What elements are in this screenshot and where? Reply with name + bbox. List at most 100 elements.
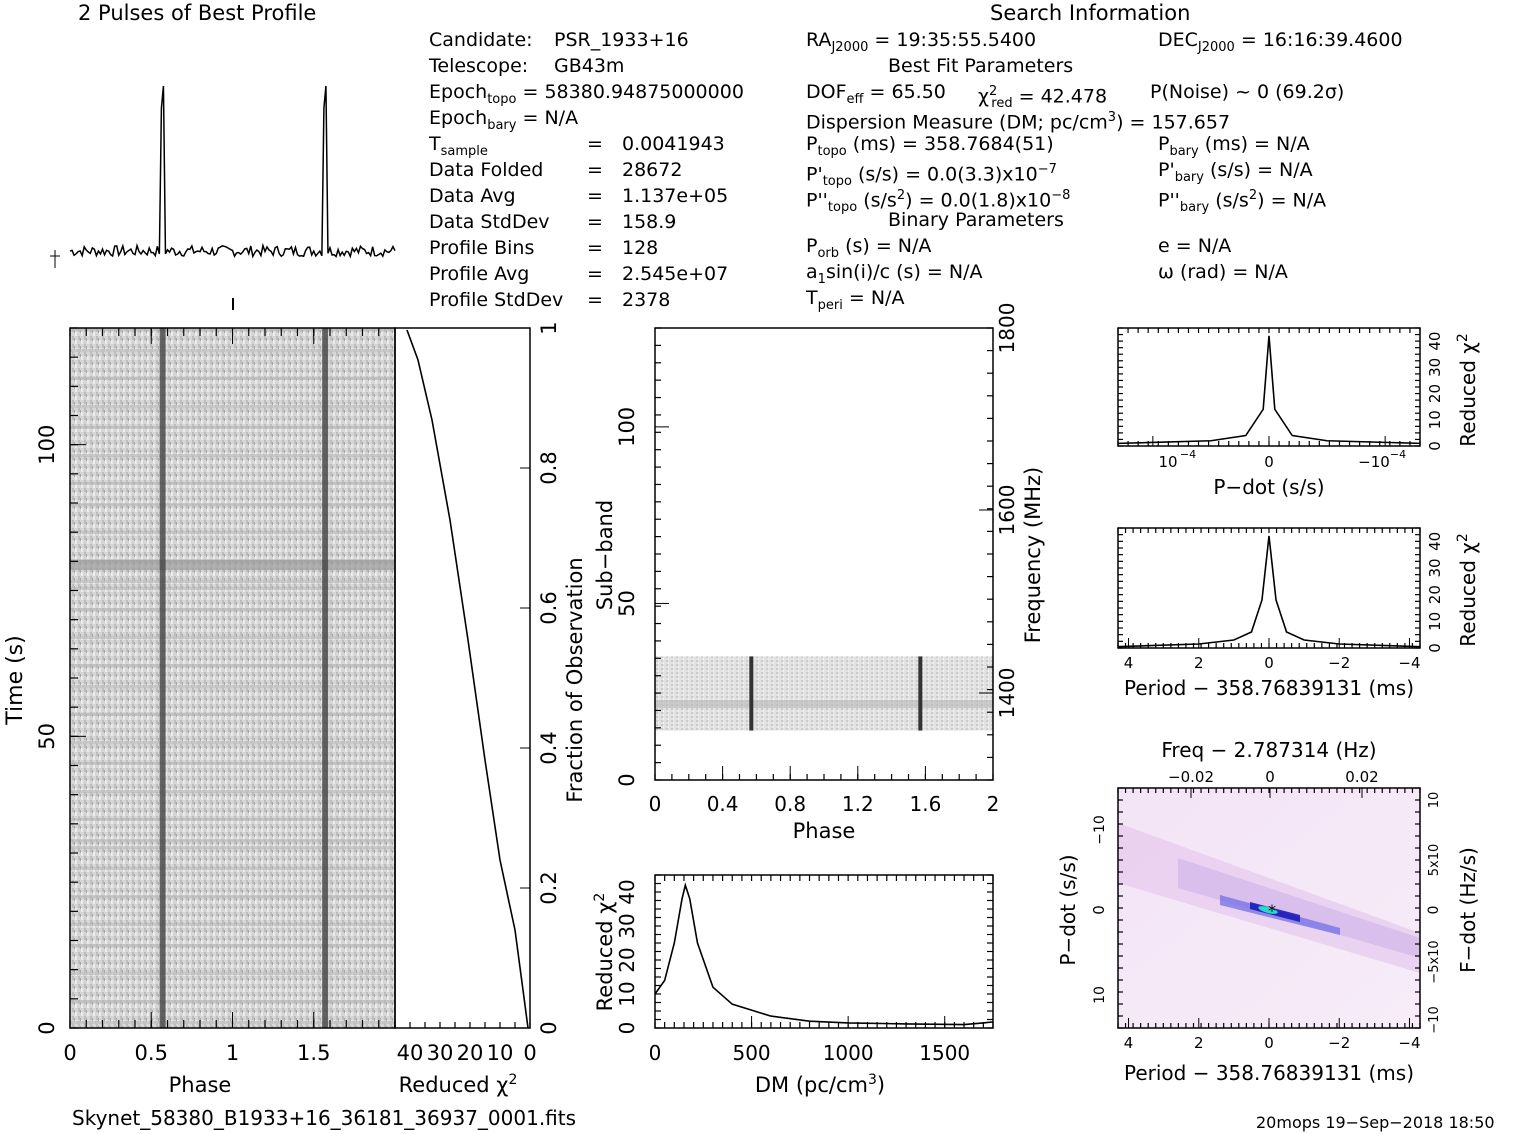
axis-label: Period − 358.76839131 (ms): [1124, 1061, 1414, 1085]
stat-value: 158.9: [622, 211, 677, 233]
candidate-label: Candidate:: [429, 29, 533, 51]
axis-label: F−dot (Hz/s): [1456, 847, 1480, 973]
tick-label: 1.2: [842, 792, 874, 816]
tick-label: 2: [1194, 654, 1204, 672]
tick-label: 0: [537, 1021, 561, 1034]
image-row: [70, 454, 395, 457]
tick-label: 1.5: [297, 1041, 330, 1065]
axis-label: Phase: [793, 819, 856, 843]
tick-label: 4: [1124, 654, 1134, 672]
image-row: [70, 349, 395, 352]
tick-label: 10: [1426, 612, 1444, 631]
image-row: [655, 700, 993, 708]
stat-label: Profile StdDev: [429, 289, 564, 311]
subband-image: [655, 656, 993, 731]
axis-label: Reduced χ2: [1455, 533, 1480, 647]
footer-timestamp: 20mops 19−Sep−2018 18:50: [1256, 1113, 1495, 1132]
tick-label: 0.2: [537, 871, 561, 904]
tick-label: 4: [1124, 1034, 1134, 1052]
tick-label: 1000: [823, 1041, 874, 1065]
tick-label: 0: [35, 1021, 59, 1034]
chi2-period-line: [1117, 535, 1421, 648]
ppdot-peak: [1258, 906, 1278, 914]
tick-label: 30: [1426, 358, 1444, 377]
best-fit-title: Best Fit Parameters: [888, 55, 1074, 77]
tick-label: 40: [1426, 332, 1444, 351]
image-row: [70, 405, 395, 408]
tick-label: 0: [63, 1041, 76, 1065]
image-row: [70, 972, 395, 975]
epoch-topo: Epochtopo = 58380.94875000000: [429, 81, 744, 107]
plot-title: Freq − 2.787314 (Hz): [1161, 738, 1376, 762]
time-phase-image: [70, 328, 395, 1028]
stat-label: Data StdDev: [429, 211, 550, 233]
tick-label: 1600: [995, 485, 1019, 536]
tick-label: 0: [1264, 654, 1274, 672]
image-row: [70, 839, 395, 842]
eccentricity: e = N/A: [1158, 235, 1232, 257]
tick-label: −4: [1180, 448, 1196, 461]
tick-label: 100: [615, 407, 639, 447]
stat-value: 28672: [622, 159, 683, 181]
axis-label: Reduced χ2: [592, 893, 617, 1012]
a1-sini: a1sin(i)/c (s) = N/A: [806, 261, 983, 287]
image-row: [70, 1000, 395, 1003]
tick-label: 40: [397, 1041, 424, 1065]
pulse-track: [322, 328, 329, 1028]
telescope-value: GB43m: [554, 55, 625, 77]
image-row: [70, 377, 395, 380]
image-row: [70, 762, 395, 765]
chi2-dm-line: [654, 882, 994, 1026]
tick-label: −2: [1328, 654, 1350, 672]
axis-label: Reduced χ2: [399, 1072, 518, 1097]
tick-label: 0.8: [774, 792, 806, 816]
tick-label: 0: [649, 792, 662, 816]
tick-label: −10: [1092, 815, 1108, 845]
tick-label: 30: [615, 913, 639, 938]
profile-title: 2 Pulses of Best Profile: [78, 1, 317, 25]
tick-label: 50: [615, 590, 639, 617]
chi2-period-frame: [1117, 527, 1421, 649]
tick-label: 0: [1426, 441, 1444, 451]
tick-label: 50: [35, 723, 59, 750]
stat-label: Data Avg: [429, 185, 516, 207]
tick-label: 20: [1426, 384, 1444, 403]
profile-line: [69, 85, 396, 259]
axis-label: P−dot (s/s): [1056, 854, 1080, 965]
tick-label: 0: [615, 1022, 639, 1035]
p-orb: Porb (s) = N/A: [806, 235, 932, 261]
stat-equals: =: [587, 185, 603, 207]
tick-label: 20: [1426, 585, 1444, 604]
stat-equals: =: [587, 289, 603, 311]
tick-label: 10: [1427, 792, 1442, 809]
tick-label: 10: [1426, 410, 1444, 429]
tick-label: 30: [1426, 558, 1444, 577]
tick-label: 100: [35, 425, 59, 465]
tick-label: −4: [1398, 654, 1420, 672]
axis-label: Frequency (MHz): [1021, 467, 1045, 643]
image-row: [70, 503, 395, 506]
tick-label: 40: [615, 879, 639, 904]
stat-label: Data Folded: [429, 159, 544, 181]
tick-label: 2: [987, 792, 1000, 816]
image-row: [70, 482, 395, 485]
tick-label: 0.6: [537, 591, 561, 624]
axis-label: P−dot (s/s): [1213, 475, 1324, 499]
tick-label: 1800: [995, 303, 1019, 354]
stat-equals: =: [587, 159, 603, 181]
image-row: [70, 846, 395, 849]
candidate-value: PSR_1933+16: [554, 29, 689, 51]
tick-label: 0: [1264, 1034, 1274, 1052]
stat-equals: =: [587, 237, 603, 259]
chi2-time-frame: [394, 327, 531, 1029]
tick-label: −10: [1427, 1006, 1442, 1033]
tick-label: 1: [537, 321, 561, 334]
stat-value: 2378: [622, 289, 671, 311]
axis-label: Fraction of Observation: [563, 557, 587, 802]
stat-value: 128: [622, 237, 659, 259]
tick-label: 0: [1264, 453, 1274, 471]
image-row: [70, 713, 395, 716]
tick-label: 40: [1426, 532, 1444, 551]
axis-label: Time (s): [3, 635, 28, 725]
